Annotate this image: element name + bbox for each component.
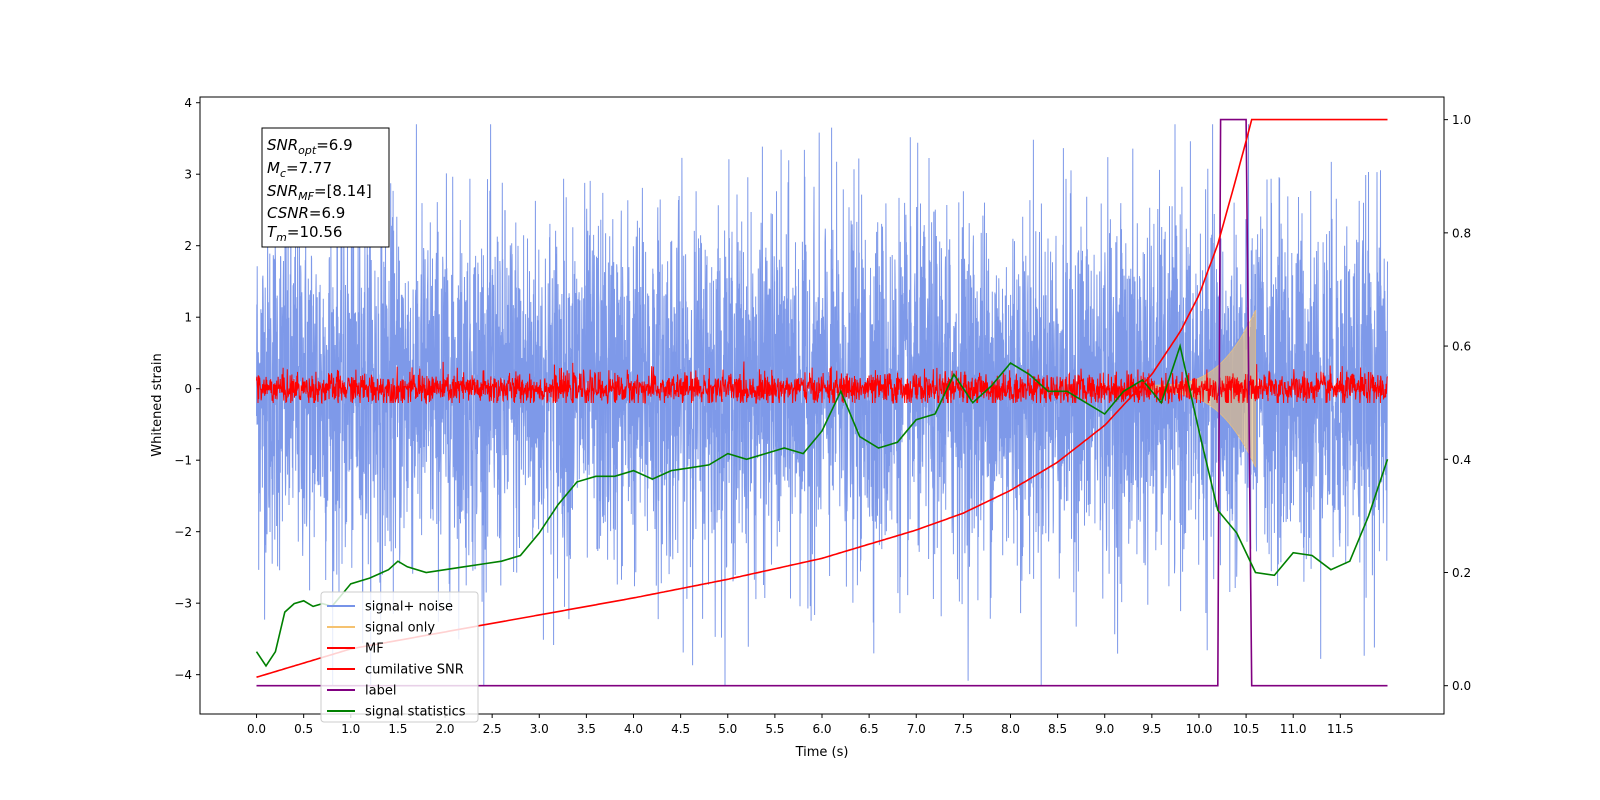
legend-frame (320, 591, 479, 723)
y-tick-label-right: 0.8 (1452, 226, 1471, 240)
y-axis-label: Whitened strain (150, 353, 165, 456)
y-tick-label-left: −4 (174, 668, 192, 682)
x-tick-label: 3.0 (530, 722, 549, 736)
x-tick-label: 0.0 (247, 722, 266, 736)
stat-snr-opt: SNRopt=6.9 (267, 136, 353, 157)
y-tick-label-right: 0.0 (1452, 679, 1471, 693)
y-tick-label-left: 3 (184, 168, 192, 182)
x-tick-label: 5.5 (765, 722, 784, 736)
y-tick-label-left: −1 (174, 454, 192, 468)
stat-snr-mf: SNRMF=[8.14] (267, 182, 372, 203)
x-tick-label: 2.5 (483, 722, 502, 736)
x-tick-label: 8.0 (1001, 722, 1020, 736)
x-tick-label: 5.0 (718, 722, 737, 736)
x-tick-label: 9.0 (1095, 722, 1114, 736)
x-tick-label: 11.0 (1280, 722, 1307, 736)
y-tick-label-left: −2 (174, 525, 192, 539)
stats-box: SNRopt=6.9 Mc=7.77 SNRMF=[8.14] CSNR=6.9… (261, 127, 390, 248)
y-tick-label-left: 1 (184, 311, 192, 325)
y-tick-label-left: −3 (174, 597, 192, 611)
x-tick-label: 7.5 (954, 722, 973, 736)
x-tick-label: 4.5 (671, 722, 690, 736)
x-tick-label: 9.5 (1142, 722, 1161, 736)
x-tick-label: 2.0 (435, 722, 454, 736)
x-tick-label: 10.0 (1186, 722, 1213, 736)
x-axis-label: Time (s) (795, 745, 849, 760)
y-tick-label-left: 4 (184, 96, 192, 110)
x-tick-label: 8.5 (1048, 722, 1067, 736)
y-tick-label-left: 0 (184, 382, 192, 396)
legend: signal+ noise signal only MF cumilative SNR… (320, 591, 479, 723)
series-signal-statistics (255, 343, 1389, 668)
y-axis-right: 1.0 0.8 0.6 0.4 0.2 0.0 (1444, 113, 1471, 693)
stat-tm: Tm=10.56 (267, 223, 342, 244)
x-axis: 0.0 0.5 1.0 1.5 2.0 2.5 3.0 3.5 4.0 4.5 5.0 5.5 6.0 6… (247, 714, 1354, 736)
legend-label: label (365, 684, 396, 699)
x-tick-label: 0.5 (294, 722, 313, 736)
series-label (256, 118, 1388, 687)
legend-label: MF (365, 642, 384, 657)
y-axis-left: 4 3 2 1 0 −1 −2 −3 −4 (174, 96, 200, 682)
y-tick-label-right: 0.2 (1452, 566, 1471, 580)
x-tick-label: 1.5 (388, 722, 407, 736)
x-tick-label: 3.5 (577, 722, 596, 736)
y-tick-label-right: 0.6 (1452, 340, 1471, 354)
legend-label: signal only (365, 621, 435, 636)
legend-label: signal+ noise (365, 600, 453, 615)
x-tick-label: 1.0 (341, 722, 360, 736)
x-tick-label: 6.0 (812, 722, 831, 736)
x-tick-label: 7.0 (907, 722, 926, 736)
x-tick-label: 4.0 (624, 722, 643, 736)
y-tick-label-right: 0.4 (1452, 453, 1471, 467)
x-tick-label: 10.5 (1233, 722, 1260, 736)
x-tick-label: 11.5 (1327, 722, 1354, 736)
series-mf (256, 361, 1388, 405)
y-tick-label-right: 1.0 (1452, 113, 1471, 127)
stat-mc: Mc=7.77 (267, 159, 332, 180)
y-tick-label-left: 2 (184, 239, 192, 253)
stat-csnr: CSNR=6.9 (267, 204, 345, 222)
x-tick-label: 6.5 (860, 722, 879, 736)
legend-label: cumilative SNR (365, 663, 464, 678)
legend-label: signal statistics (365, 705, 466, 720)
